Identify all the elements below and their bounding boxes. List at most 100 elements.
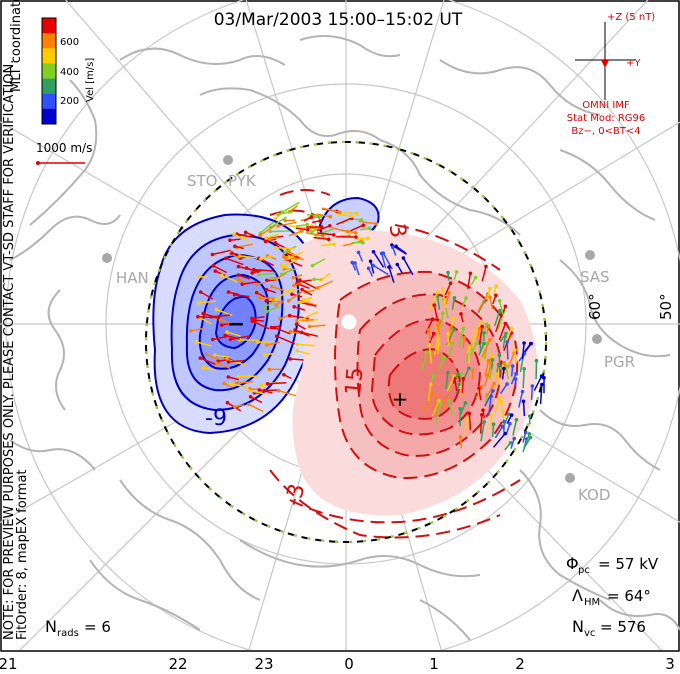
velocity-vector-origin [307,324,312,329]
mlt-tick-1: 1 [429,655,439,673]
velocity-vector [369,261,375,274]
velocity-vector-origin [328,214,333,219]
velocity-vector-origin [225,330,229,334]
velocity-vector [458,328,465,348]
velocity-vector-origin [490,358,495,362]
velocity-vector [440,397,448,411]
velocity-vector [276,247,295,250]
velocity-vector-origin [437,399,441,403]
velocity-vector-origin [188,329,193,333]
velocity-vector-origin [539,374,544,378]
velocity-vector [278,389,297,397]
velocity-vector-origin [452,373,456,378]
velocity-vector-origin [452,316,456,321]
station-label-pgr: PGR [604,353,635,371]
colorbar-segment [42,63,56,80]
velocity-vector [294,329,310,337]
velocity-vector-origin [196,314,200,319]
velocity-vector-origin [194,340,198,344]
velocity-vector-origin [506,412,511,417]
velocity-vector-origin [273,277,278,281]
velocity-vector-origin [276,388,281,393]
colorbar-segment [42,108,56,125]
velocity-vector-origin [440,287,445,292]
velocity-vector-origin [534,358,539,363]
velocity-vector-origin [204,352,209,357]
velocity-vector-origin [503,334,507,339]
velocity-vector [276,335,296,345]
velocity-vector [200,291,214,300]
velocity-vector-origin [499,400,504,404]
velocity-vector-origin [435,393,439,397]
velocity-vector [425,318,434,334]
velocity-vector [421,351,428,370]
velocity-vector [500,401,505,421]
velocity-vector-origin [489,353,494,358]
velocity-vector [312,258,326,267]
stat-lambda-hm: Λ HM = 64° [572,586,651,608]
velocity-vector-origin [368,259,373,264]
velocity-vector-origin [271,298,276,303]
velocity-vector [435,326,440,339]
velocity-vector-origin [522,341,526,345]
velocity-vector-origin [259,383,264,388]
velocity-vector [288,230,302,237]
hm-boundary-vectors [145,141,547,543]
velocity-vector [282,201,300,213]
velocity-vector-origin [457,382,461,387]
velocity-vector [427,384,432,401]
velocity-vector-origin [514,417,519,422]
velocity-vector-origin [527,432,532,436]
velocity-vector-origin [320,225,324,229]
velocity-vector-origin [321,234,325,238]
velocity-vector [299,279,317,290]
velocity-vector-origin [246,388,251,393]
velocity-vector [215,270,226,277]
velocity-vector-origin [236,374,241,379]
velocity-vector-origin [503,431,507,436]
velocity-vector-origin [427,342,432,347]
velocity-vector-origin [500,424,505,429]
velocity-vector [286,258,303,267]
velocity-vector-origin [328,224,332,228]
velocity-vector-origin [264,343,269,347]
velocity-vector [253,268,273,272]
velocity-vector [382,252,393,270]
velocity-vector [336,217,352,226]
velocity-vector-origin [292,283,296,288]
velocity-vector-origin [312,277,316,282]
velocity-vector [316,213,331,218]
velocity-vector [248,403,264,413]
colorbar-segment [42,78,56,95]
velocity-vector-origin [297,318,302,323]
stat-n-vectors: N vc = 576 [572,617,646,639]
velocity-vector-origin [196,301,201,305]
velocity-vector [236,233,253,238]
velocity-vector-origin [223,256,228,261]
velocity-vector-origin [521,399,526,404]
velocity-vector-origin [262,353,267,357]
velocity-vector [296,349,310,355]
velocity-vector [228,376,239,381]
velocity-vector-origin [276,224,280,228]
velocity-vector-origin [465,416,469,421]
preview-notice: NOTE: FOR PREVIEW PURPOSES ONLY. PLEASE … [2,60,17,640]
velocity-vector-origin [512,436,516,441]
velocity-vector-origin [201,365,206,370]
velocity-vector [284,252,300,259]
velocity-vector-origin [287,255,291,260]
svg-text:vc: vc [584,628,595,639]
velocity-vector-origin [528,341,533,346]
velocity-vector-origin [436,337,440,342]
velocity-vector-origin [286,299,291,303]
velocity-vector-origin [482,341,486,346]
velocity-vector [299,311,319,321]
velocity-vector [518,391,524,408]
velocity-vector-origin [295,348,299,353]
station-label-kod: KOD [578,486,610,504]
velocity-vector-origin [286,289,291,293]
velocity-vector-origin [481,408,485,413]
lat-label-60: 60° [586,293,604,320]
velocity-vector-origin [332,233,336,237]
velocity-vector-origin [198,356,203,360]
